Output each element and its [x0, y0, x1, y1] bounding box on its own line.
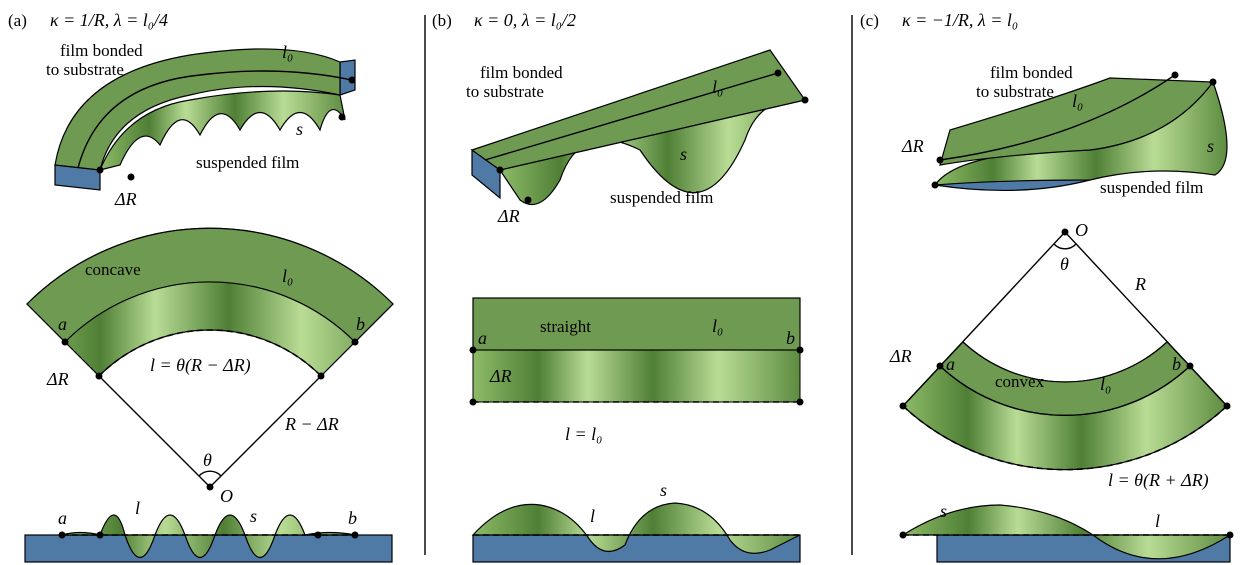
point [352, 532, 359, 539]
point [900, 532, 907, 539]
annotation: l = l₀ [565, 424, 602, 444]
annotation: O [1075, 220, 1088, 240]
annotation: to substrate [466, 82, 544, 101]
annotation: l₀ [282, 42, 293, 62]
annotation: b [348, 508, 357, 528]
point [802, 97, 809, 104]
point [1062, 229, 1069, 236]
annotation: θ [1060, 254, 1069, 274]
point [318, 373, 325, 380]
point [937, 157, 944, 164]
point [59, 532, 66, 539]
point [900, 403, 907, 410]
annotation: to substrate [46, 60, 124, 79]
point [797, 347, 804, 354]
annotation: ΔR [497, 206, 520, 226]
annotation: R − ΔR [284, 414, 339, 434]
annotation: b [1172, 354, 1181, 374]
annotation: R [1134, 274, 1146, 294]
panel-label: (b) [432, 11, 452, 30]
point [470, 399, 477, 406]
annotation: ΔR [46, 369, 69, 389]
point [62, 339, 69, 346]
point [97, 532, 104, 539]
point [128, 174, 135, 181]
annotation: ΔR [489, 366, 512, 386]
annotation: s [680, 144, 687, 164]
point [339, 114, 346, 121]
point [315, 532, 322, 539]
annotation: film bonded [480, 63, 563, 82]
point [775, 70, 782, 77]
panel-heading: κ = 0, λ = l₀/2 [474, 10, 576, 30]
annotation: s [296, 119, 303, 139]
point [1210, 79, 1217, 86]
annotation: ΔR [889, 346, 912, 366]
annotation: l₀ [712, 77, 723, 97]
annotation: b [786, 328, 795, 348]
point [97, 167, 104, 174]
annotation: film bonded [60, 41, 143, 60]
annotation: straight [540, 317, 591, 336]
annotation: to substrate [976, 82, 1054, 101]
panel-heading: κ = −1/R, λ = l₀ [902, 10, 1018, 30]
point [470, 347, 477, 354]
point [96, 373, 103, 380]
annotation: a [58, 508, 67, 528]
annotation: s [940, 501, 947, 521]
point [352, 339, 359, 346]
panel-label: (c) [860, 11, 879, 30]
point [937, 363, 944, 370]
annotation: O [220, 486, 233, 506]
annotation: suspended film [1100, 178, 1203, 197]
point [525, 197, 532, 204]
point [497, 167, 504, 174]
figure: (a) κ = 1/R, λ = l₀/4 film bonded to sub… [0, 0, 1247, 565]
annotation: a [58, 314, 67, 334]
point [1227, 532, 1234, 539]
point [1187, 363, 1194, 370]
point [207, 484, 214, 491]
annotation: convex [995, 372, 1045, 391]
panel-heading: κ = 1/R, λ = l₀/4 [50, 10, 168, 30]
rect-bonded [473, 298, 800, 350]
point [932, 182, 939, 189]
panel-c: (c) κ = −1/R, λ = l₀ film bonded to subs… [860, 10, 1234, 562]
annotation: a [946, 354, 955, 374]
annotation: a [478, 328, 487, 348]
annotation: b [356, 314, 365, 334]
annotation: s [1207, 136, 1214, 156]
point [1224, 403, 1231, 410]
annotation: suspended film [196, 153, 299, 172]
annotation: l₀ [712, 316, 723, 336]
annotation: ΔR [901, 136, 924, 156]
annotation: l [135, 498, 140, 518]
annotation: s [250, 506, 257, 526]
annotation: concave [85, 260, 141, 279]
point [1172, 72, 1179, 79]
annotation: l [590, 506, 595, 526]
annotation: θ [203, 450, 212, 470]
annotation: film bonded [990, 63, 1073, 82]
annotation: l₀ [1100, 374, 1111, 394]
annotation: l₀ [1072, 91, 1083, 111]
annotation: s [660, 480, 667, 500]
panel-b: (b) κ = 0, λ = l₀/2 film bonded to subst… [432, 10, 809, 562]
annotation: l₀ [282, 266, 293, 286]
annotation: l [1155, 511, 1160, 531]
panel-a: (a) κ = 1/R, λ = l₀/4 film bonded to sub… [8, 10, 393, 562]
point [797, 399, 804, 406]
annotation: l = θ(R + ΔR) [1108, 470, 1209, 491]
panel-label: (a) [8, 11, 27, 30]
annotation: ΔR [114, 189, 137, 209]
annotation: suspended film [610, 188, 713, 207]
point [349, 77, 356, 84]
annotation: l = θ(R − ΔR) [150, 355, 251, 376]
